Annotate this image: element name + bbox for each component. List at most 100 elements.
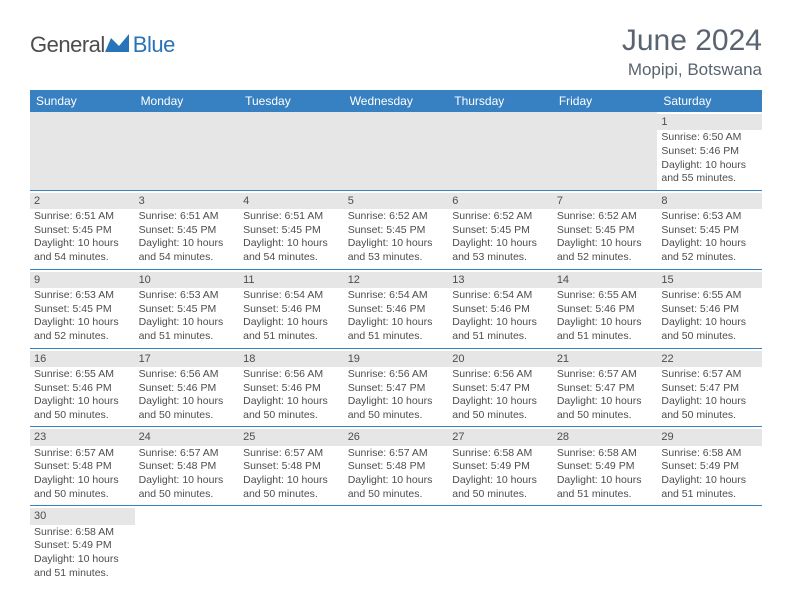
calendar-cell: 15Sunrise: 6:55 AMSunset: 5:46 PMDayligh… bbox=[657, 269, 762, 348]
sunset-text: Sunset: 5:46 PM bbox=[348, 303, 445, 317]
weekday-header: Thursday bbox=[448, 90, 553, 112]
calendar-cell: 13Sunrise: 6:54 AMSunset: 5:46 PMDayligh… bbox=[448, 269, 553, 348]
calendar-cell bbox=[448, 506, 553, 584]
calendar-cell: 4Sunrise: 6:51 AMSunset: 5:45 PMDaylight… bbox=[239, 190, 344, 269]
day-number: 16 bbox=[30, 351, 135, 367]
daylight-text: Daylight: 10 hours and 55 minutes. bbox=[661, 159, 758, 186]
sunset-text: Sunset: 5:45 PM bbox=[139, 303, 236, 317]
calendar-row: 23Sunrise: 6:57 AMSunset: 5:48 PMDayligh… bbox=[30, 427, 762, 506]
sunset-text: Sunset: 5:49 PM bbox=[452, 460, 549, 474]
daylight-text: Daylight: 10 hours and 50 minutes. bbox=[348, 474, 445, 501]
sunset-text: Sunset: 5:46 PM bbox=[243, 303, 340, 317]
calendar-cell bbox=[344, 112, 449, 190]
daylight-text: Daylight: 10 hours and 50 minutes. bbox=[139, 395, 236, 422]
daylight-text: Daylight: 10 hours and 51 minutes. bbox=[34, 553, 131, 580]
day-number: 13 bbox=[448, 272, 553, 288]
day-number: 27 bbox=[448, 429, 553, 445]
calendar-cell: 29Sunrise: 6:58 AMSunset: 5:49 PMDayligh… bbox=[657, 427, 762, 506]
day-number: 8 bbox=[657, 193, 762, 209]
calendar-cell bbox=[657, 506, 762, 584]
calendar-cell: 19Sunrise: 6:56 AMSunset: 5:47 PMDayligh… bbox=[344, 348, 449, 427]
title-block: June 2024 Mopipi, Botswana bbox=[622, 24, 762, 80]
day-number: 7 bbox=[553, 193, 658, 209]
calendar-cell: 25Sunrise: 6:57 AMSunset: 5:48 PMDayligh… bbox=[239, 427, 344, 506]
sunrise-text: Sunrise: 6:53 AM bbox=[34, 289, 131, 303]
daylight-text: Daylight: 10 hours and 51 minutes. bbox=[139, 316, 236, 343]
daylight-text: Daylight: 10 hours and 54 minutes. bbox=[243, 237, 340, 264]
sunset-text: Sunset: 5:46 PM bbox=[139, 382, 236, 396]
calendar-row: 9Sunrise: 6:53 AMSunset: 5:45 PMDaylight… bbox=[30, 269, 762, 348]
sunset-text: Sunset: 5:46 PM bbox=[661, 145, 758, 159]
brand-part2: Blue bbox=[133, 32, 175, 58]
sunset-text: Sunset: 5:45 PM bbox=[661, 224, 758, 238]
day-number: 29 bbox=[657, 429, 762, 445]
day-number: 9 bbox=[30, 272, 135, 288]
day-number: 14 bbox=[553, 272, 658, 288]
sunrise-text: Sunrise: 6:54 AM bbox=[243, 289, 340, 303]
calendar-cell bbox=[239, 112, 344, 190]
page: General Blue June 2024 Mopipi, Botswana … bbox=[0, 0, 792, 584]
daylight-text: Daylight: 10 hours and 50 minutes. bbox=[243, 474, 340, 501]
sunrise-text: Sunrise: 6:56 AM bbox=[243, 368, 340, 382]
calendar-cell: 12Sunrise: 6:54 AMSunset: 5:46 PMDayligh… bbox=[344, 269, 449, 348]
flag-icon bbox=[105, 34, 131, 54]
sunrise-text: Sunrise: 6:58 AM bbox=[661, 447, 758, 461]
sunrise-text: Sunrise: 6:55 AM bbox=[34, 368, 131, 382]
weekday-header: Tuesday bbox=[239, 90, 344, 112]
calendar-cell: 18Sunrise: 6:56 AMSunset: 5:46 PMDayligh… bbox=[239, 348, 344, 427]
sunset-text: Sunset: 5:45 PM bbox=[243, 224, 340, 238]
daylight-text: Daylight: 10 hours and 50 minutes. bbox=[452, 474, 549, 501]
daylight-text: Daylight: 10 hours and 52 minutes. bbox=[34, 316, 131, 343]
location-subtitle: Mopipi, Botswana bbox=[622, 60, 762, 80]
sunrise-text: Sunrise: 6:51 AM bbox=[34, 210, 131, 224]
daylight-text: Daylight: 10 hours and 50 minutes. bbox=[348, 395, 445, 422]
sunset-text: Sunset: 5:47 PM bbox=[348, 382, 445, 396]
calendar-cell: 26Sunrise: 6:57 AMSunset: 5:48 PMDayligh… bbox=[344, 427, 449, 506]
day-number: 15 bbox=[657, 272, 762, 288]
daylight-text: Daylight: 10 hours and 51 minutes. bbox=[452, 316, 549, 343]
daylight-text: Daylight: 10 hours and 51 minutes. bbox=[348, 316, 445, 343]
calendar-cell: 9Sunrise: 6:53 AMSunset: 5:45 PMDaylight… bbox=[30, 269, 135, 348]
day-number: 6 bbox=[448, 193, 553, 209]
calendar-cell: 7Sunrise: 6:52 AMSunset: 5:45 PMDaylight… bbox=[553, 190, 658, 269]
sunset-text: Sunset: 5:49 PM bbox=[34, 539, 131, 553]
sunrise-text: Sunrise: 6:54 AM bbox=[348, 289, 445, 303]
daylight-text: Daylight: 10 hours and 51 minutes. bbox=[243, 316, 340, 343]
day-number: 18 bbox=[239, 351, 344, 367]
calendar-cell: 20Sunrise: 6:56 AMSunset: 5:47 PMDayligh… bbox=[448, 348, 553, 427]
weekday-header: Wednesday bbox=[344, 90, 449, 112]
daylight-text: Daylight: 10 hours and 51 minutes. bbox=[557, 316, 654, 343]
calendar-cell: 27Sunrise: 6:58 AMSunset: 5:49 PMDayligh… bbox=[448, 427, 553, 506]
day-number: 3 bbox=[135, 193, 240, 209]
sunset-text: Sunset: 5:49 PM bbox=[557, 460, 654, 474]
day-number: 10 bbox=[135, 272, 240, 288]
sunrise-text: Sunrise: 6:55 AM bbox=[557, 289, 654, 303]
sunset-text: Sunset: 5:46 PM bbox=[34, 382, 131, 396]
calendar-cell: 5Sunrise: 6:52 AMSunset: 5:45 PMDaylight… bbox=[344, 190, 449, 269]
weekday-header: Saturday bbox=[657, 90, 762, 112]
sunset-text: Sunset: 5:48 PM bbox=[243, 460, 340, 474]
sunrise-text: Sunrise: 6:57 AM bbox=[139, 447, 236, 461]
calendar-cell: 17Sunrise: 6:56 AMSunset: 5:46 PMDayligh… bbox=[135, 348, 240, 427]
sunset-text: Sunset: 5:45 PM bbox=[452, 224, 549, 238]
header: General Blue June 2024 Mopipi, Botswana bbox=[30, 24, 762, 80]
sunset-text: Sunset: 5:45 PM bbox=[348, 224, 445, 238]
sunset-text: Sunset: 5:47 PM bbox=[452, 382, 549, 396]
day-number: 5 bbox=[344, 193, 449, 209]
sunrise-text: Sunrise: 6:57 AM bbox=[34, 447, 131, 461]
calendar-cell bbox=[239, 506, 344, 584]
daylight-text: Daylight: 10 hours and 51 minutes. bbox=[661, 474, 758, 501]
sunset-text: Sunset: 5:46 PM bbox=[243, 382, 340, 396]
sunrise-text: Sunrise: 6:51 AM bbox=[139, 210, 236, 224]
sunset-text: Sunset: 5:46 PM bbox=[557, 303, 654, 317]
calendar-row: 16Sunrise: 6:55 AMSunset: 5:46 PMDayligh… bbox=[30, 348, 762, 427]
day-number: 20 bbox=[448, 351, 553, 367]
sunrise-text: Sunrise: 6:50 AM bbox=[661, 131, 758, 145]
calendar-row: 30Sunrise: 6:58 AMSunset: 5:49 PMDayligh… bbox=[30, 506, 762, 584]
sunset-text: Sunset: 5:46 PM bbox=[452, 303, 549, 317]
daylight-text: Daylight: 10 hours and 50 minutes. bbox=[139, 474, 236, 501]
calendar-cell bbox=[30, 112, 135, 190]
page-title: June 2024 bbox=[622, 24, 762, 58]
calendar-body: 1Sunrise: 6:50 AMSunset: 5:46 PMDaylight… bbox=[30, 112, 762, 584]
calendar-cell: 16Sunrise: 6:55 AMSunset: 5:46 PMDayligh… bbox=[30, 348, 135, 427]
